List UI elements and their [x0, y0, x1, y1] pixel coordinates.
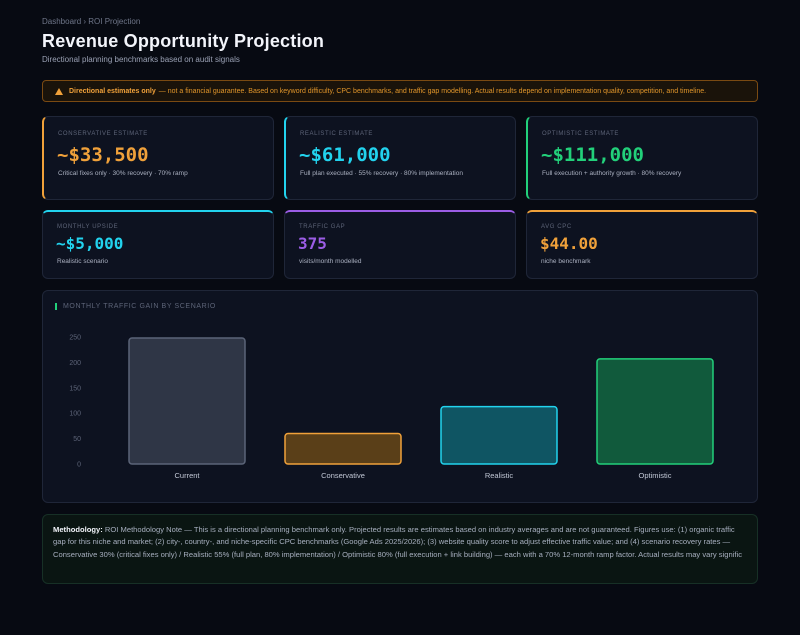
y-tick-label: 0	[77, 462, 81, 469]
conservative-estimate-label: Conservative Estimate	[58, 131, 148, 137]
traffic-gap-card: Traffic Gap 375 visits/month modelled	[284, 210, 516, 279]
realistic-estimate-value: ~$61,000	[299, 144, 391, 166]
optimistic-estimate-label: Optimistic Estimate	[542, 131, 619, 137]
chart-title: Monthly Traffic Gain by Scenario	[55, 303, 216, 310]
optimistic-estimate-card: Optimistic Estimate ~$111,000 Full execu…	[526, 116, 758, 200]
optimistic-estimate-value: ~$111,000	[541, 144, 644, 166]
y-tick-label: 100	[69, 411, 81, 418]
methodology-text: ROI Methodology Note — This is a directi…	[53, 525, 742, 559]
conservative-estimate-value: ~$33,500	[57, 144, 149, 166]
alert-text: — not a financial guarantee. Based on ke…	[158, 87, 707, 95]
avg-cpc-value: $44.00	[540, 234, 598, 253]
conservative-estimate-card: Conservative Estimate ~$33,500 Critical …	[42, 116, 274, 200]
x-tick-label: Realistic	[485, 471, 514, 480]
monthly-upside-value: ~$5,000	[56, 234, 124, 253]
conservative-estimate-sub: Critical fixes only · 30% recovery · 70%…	[58, 170, 188, 177]
traffic-gain-chart-panel: Monthly Traffic Gain by Scenario 0 50 100 1…	[42, 290, 758, 503]
breadcrumb[interactable]: Dashboard › ROI Projection	[42, 17, 141, 26]
y-tick-label: 250	[69, 335, 81, 342]
methodology-note: Methodology: ROI Methodology Note — This…	[42, 514, 758, 584]
traffic-gap-sub: visits/month modelled	[299, 258, 362, 265]
bar-conservative[interactable]	[284, 432, 402, 465]
avg-cpc-card: Avg CPC $44.00 niche benchmark	[526, 210, 758, 279]
bar-current[interactable]	[128, 337, 246, 465]
warning-icon	[55, 87, 63, 95]
traffic-gap-label: Traffic Gap	[299, 224, 346, 230]
y-tick-label: 200	[69, 360, 81, 367]
monthly-upside-label: Monthly Upside	[57, 224, 119, 230]
page-subtitle: Directional planning benchmarks based on…	[42, 55, 240, 64]
x-tick-label: Optimistic	[639, 471, 672, 480]
y-tick-label: 150	[69, 385, 81, 392]
realistic-estimate-card: Realistic Estimate ~$61,000 Full plan ex…	[284, 116, 516, 200]
monthly-upside-sub: Realistic scenario	[57, 258, 108, 265]
traffic-gap-value: 375	[298, 234, 327, 253]
realistic-estimate-label: Realistic Estimate	[300, 131, 374, 137]
x-tick-label: Current	[174, 471, 200, 480]
bar-realistic[interactable]	[440, 405, 558, 465]
disclaimer-alert: Directional estimates only — not a finan…	[42, 80, 758, 102]
avg-cpc-sub: niche benchmark	[541, 258, 591, 265]
traffic-gain-chart: 0 50 100 150 200 250 Current Conservative Realis…	[69, 335, 714, 480]
monthly-upside-card: Monthly Upside ~$5,000 Realistic scenari…	[42, 210, 274, 279]
alert-strong: Directional estimates only	[69, 87, 156, 95]
avg-cpc-label: Avg CPC	[541, 224, 572, 230]
page-title: Revenue Opportunity Projection	[42, 31, 325, 51]
optimistic-estimate-sub: Full execution + authority growth · 80% …	[542, 170, 682, 177]
bar-optimistic[interactable]	[596, 358, 714, 465]
methodology-label: Methodology:	[53, 525, 103, 534]
y-tick-label: 50	[73, 436, 81, 443]
realistic-estimate-sub: Full plan executed · 55% recovery · 80% …	[300, 170, 463, 177]
x-tick-label: Conservative	[321, 471, 365, 480]
